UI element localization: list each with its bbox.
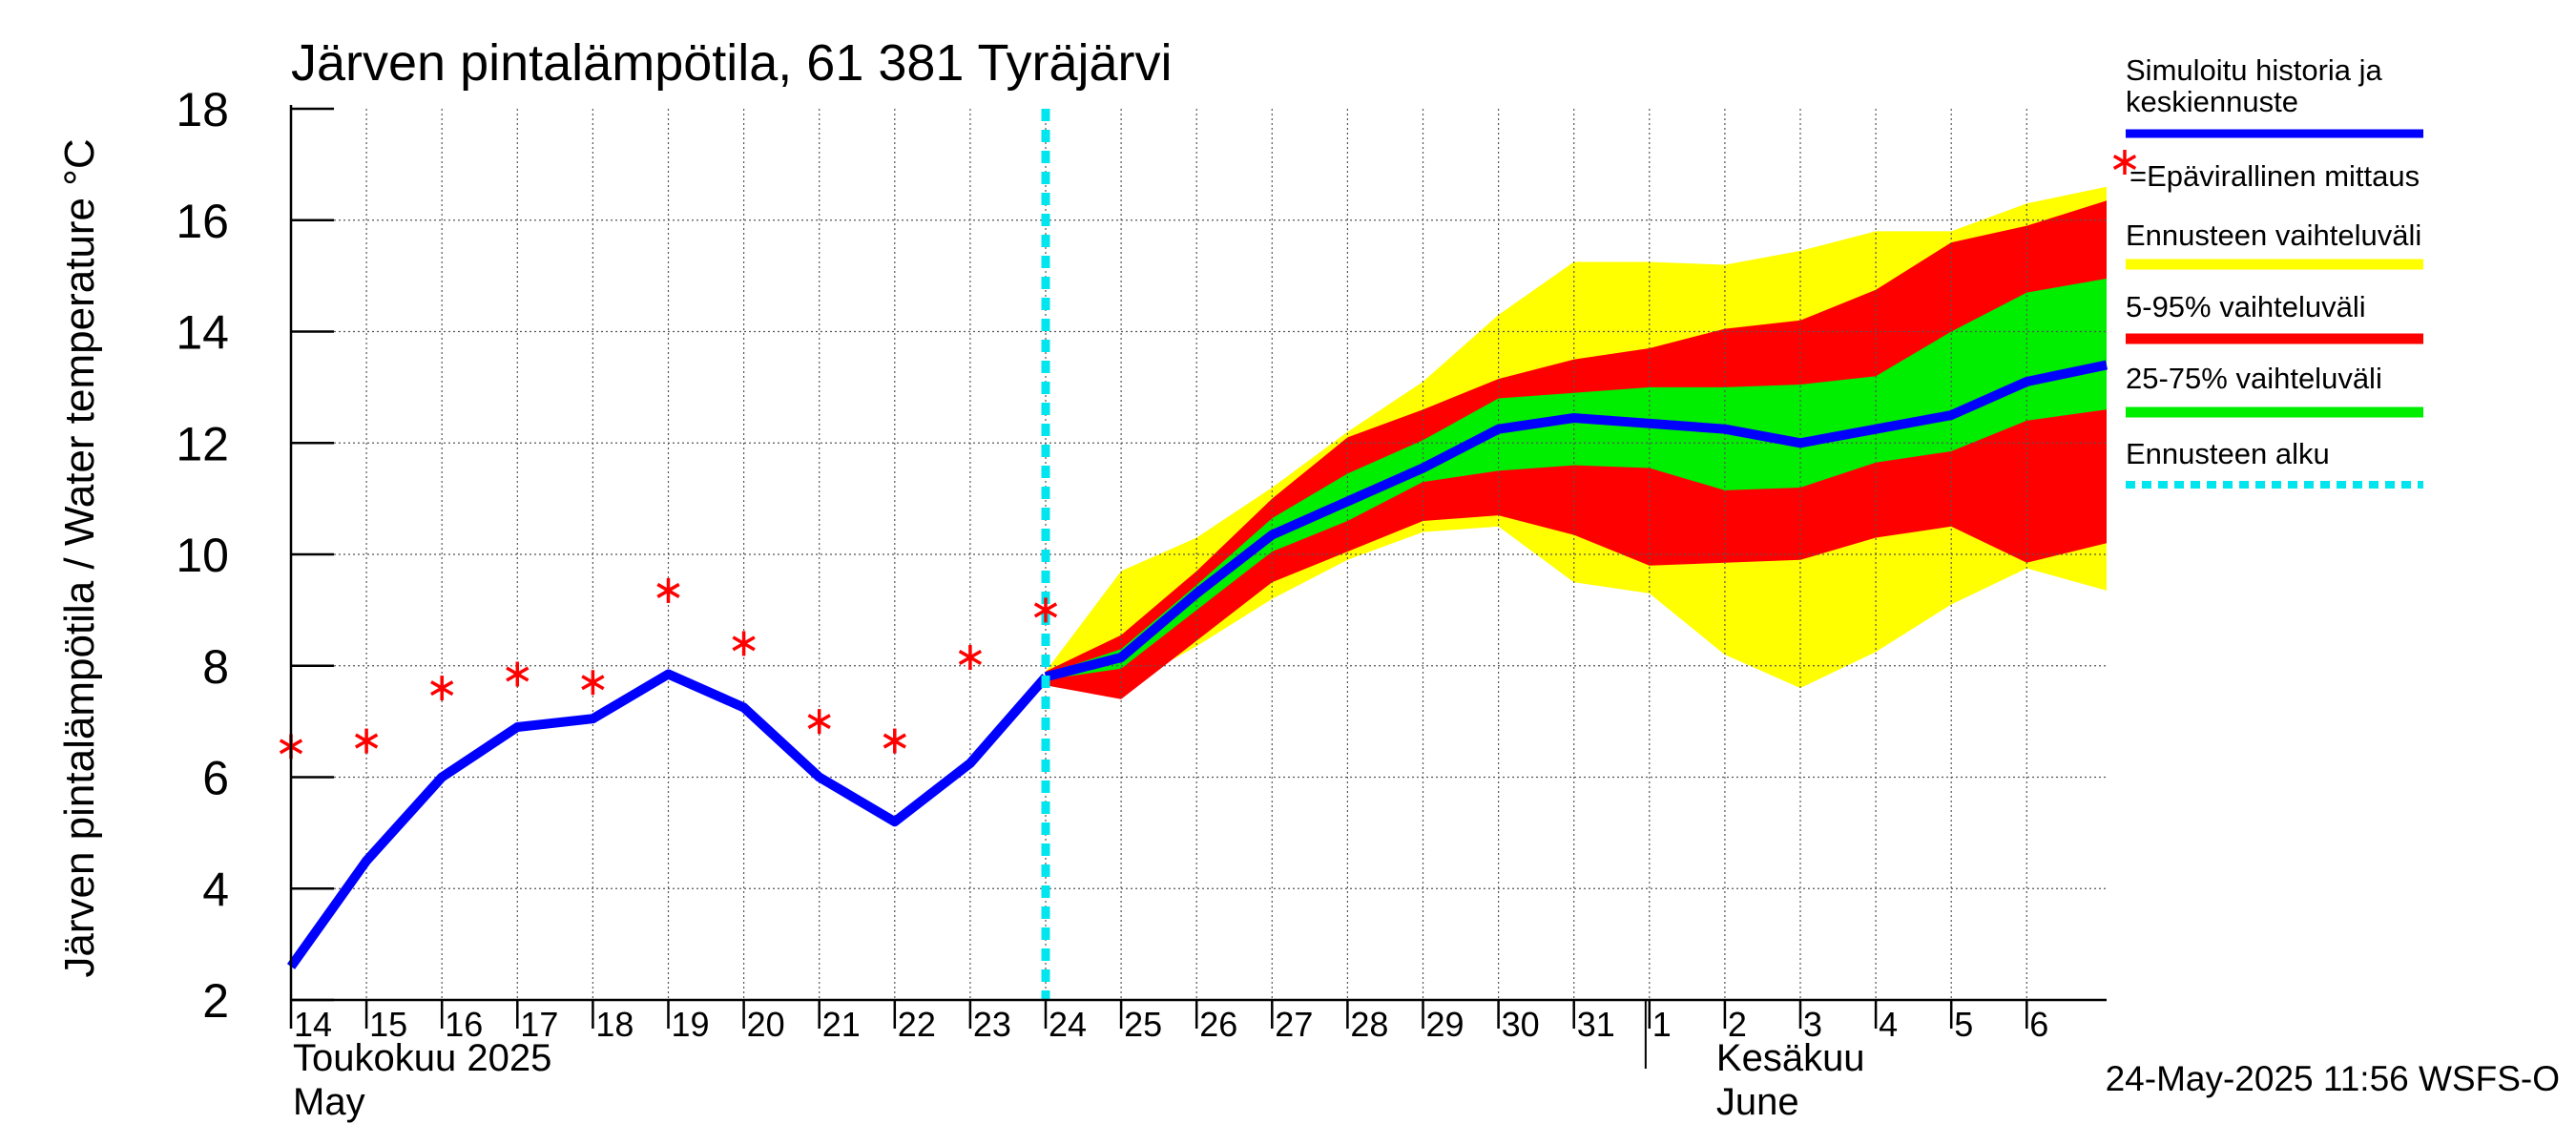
y-axis-label: Järven pintalämpötila / Water temperatur… [56,138,103,977]
month-label-fi: Toukokuu 2025 [293,1037,551,1079]
x-tick-label: 31 [1577,1005,1615,1044]
y-tick-label: 8 [202,640,229,694]
month-label-en: May [293,1081,365,1123]
y-tick-label: 14 [176,306,229,360]
month-label-en: June [1716,1081,1799,1123]
legend-label: keskiennuste [2126,85,2298,118]
observation-point [506,661,530,687]
observation-point [354,728,379,754]
observation-point [732,631,756,656]
legend-label: Ennusteen alku [2126,437,2330,470]
x-tick-label: 27 [1275,1005,1313,1044]
x-tick-label: 4 [1879,1005,1898,1044]
x-tick-label: 30 [1502,1005,1540,1044]
x-tick-label: 26 [1199,1005,1237,1044]
observation-point [430,676,454,701]
y-tick-label: 12 [176,417,229,470]
x-tick-label: 1 [1652,1005,1672,1044]
legend-label: 25-75% vaihteluväli [2126,362,2382,395]
x-tick-label: 21 [822,1005,861,1044]
x-tick-label: 18 [595,1005,634,1044]
y-tick-label: 6 [202,752,229,805]
x-tick-label: 14 [294,1005,332,1044]
legend-label: =Epävirallinen mittaus [2129,159,2420,193]
observation-point [1033,597,1058,623]
month-label-fi: Kesäkuu [1716,1037,1865,1079]
median-forecast-line [1044,360,2109,682]
chart-title: Järven pintalämpötila, 61 381 Tyräjärvi [291,34,1173,92]
band-2 [1046,279,2107,680]
forecast-bands [1046,186,2107,699]
series-lines [286,109,2109,1000]
timestamp-footer: 24-May-2025 11:56 WSFS-O [2106,1059,2560,1098]
x-tick-label: 15 [369,1005,407,1044]
x-tick-label: 17 [520,1005,558,1044]
observation-point [807,709,831,735]
x-tick-label: 20 [747,1005,785,1044]
y-tick-label: 18 [176,83,229,136]
x-tick-label: 28 [1350,1005,1388,1044]
x-tick-label: 3 [1803,1005,1822,1044]
y-tick-label: 10 [176,529,229,582]
legend-label: 5-95% vaihteluväli [2126,290,2366,323]
x-tick-label: 19 [672,1005,710,1044]
grid [291,109,2107,1000]
y-tick-label: 16 [176,195,229,248]
x-tick-label: 23 [973,1005,1011,1044]
observation-point [958,644,983,670]
x-tick-label: 5 [1954,1005,1973,1044]
legend-swatch-observation [2112,150,2137,175]
x-tick-label: 25 [1124,1005,1162,1044]
x-tick-label: 22 [898,1005,936,1044]
x-tick-label: 24 [1049,1005,1087,1044]
history-line [286,669,1049,969]
observation-point [656,577,680,603]
y-tick-label: 4 [202,863,229,916]
y-tick-label: 2 [202,974,229,1028]
legend-label: Simuloitu historia ja [2126,53,2383,87]
x-tick-label: 6 [2029,1005,2048,1044]
observation-point [883,728,906,754]
observation-point [581,670,605,696]
x-tick-label: 29 [1426,1005,1465,1044]
x-tick-label: 2 [1728,1005,1747,1044]
x-tick-label: 16 [445,1005,483,1044]
legend-label: Ennusteen vaihteluväli [2126,219,2421,252]
